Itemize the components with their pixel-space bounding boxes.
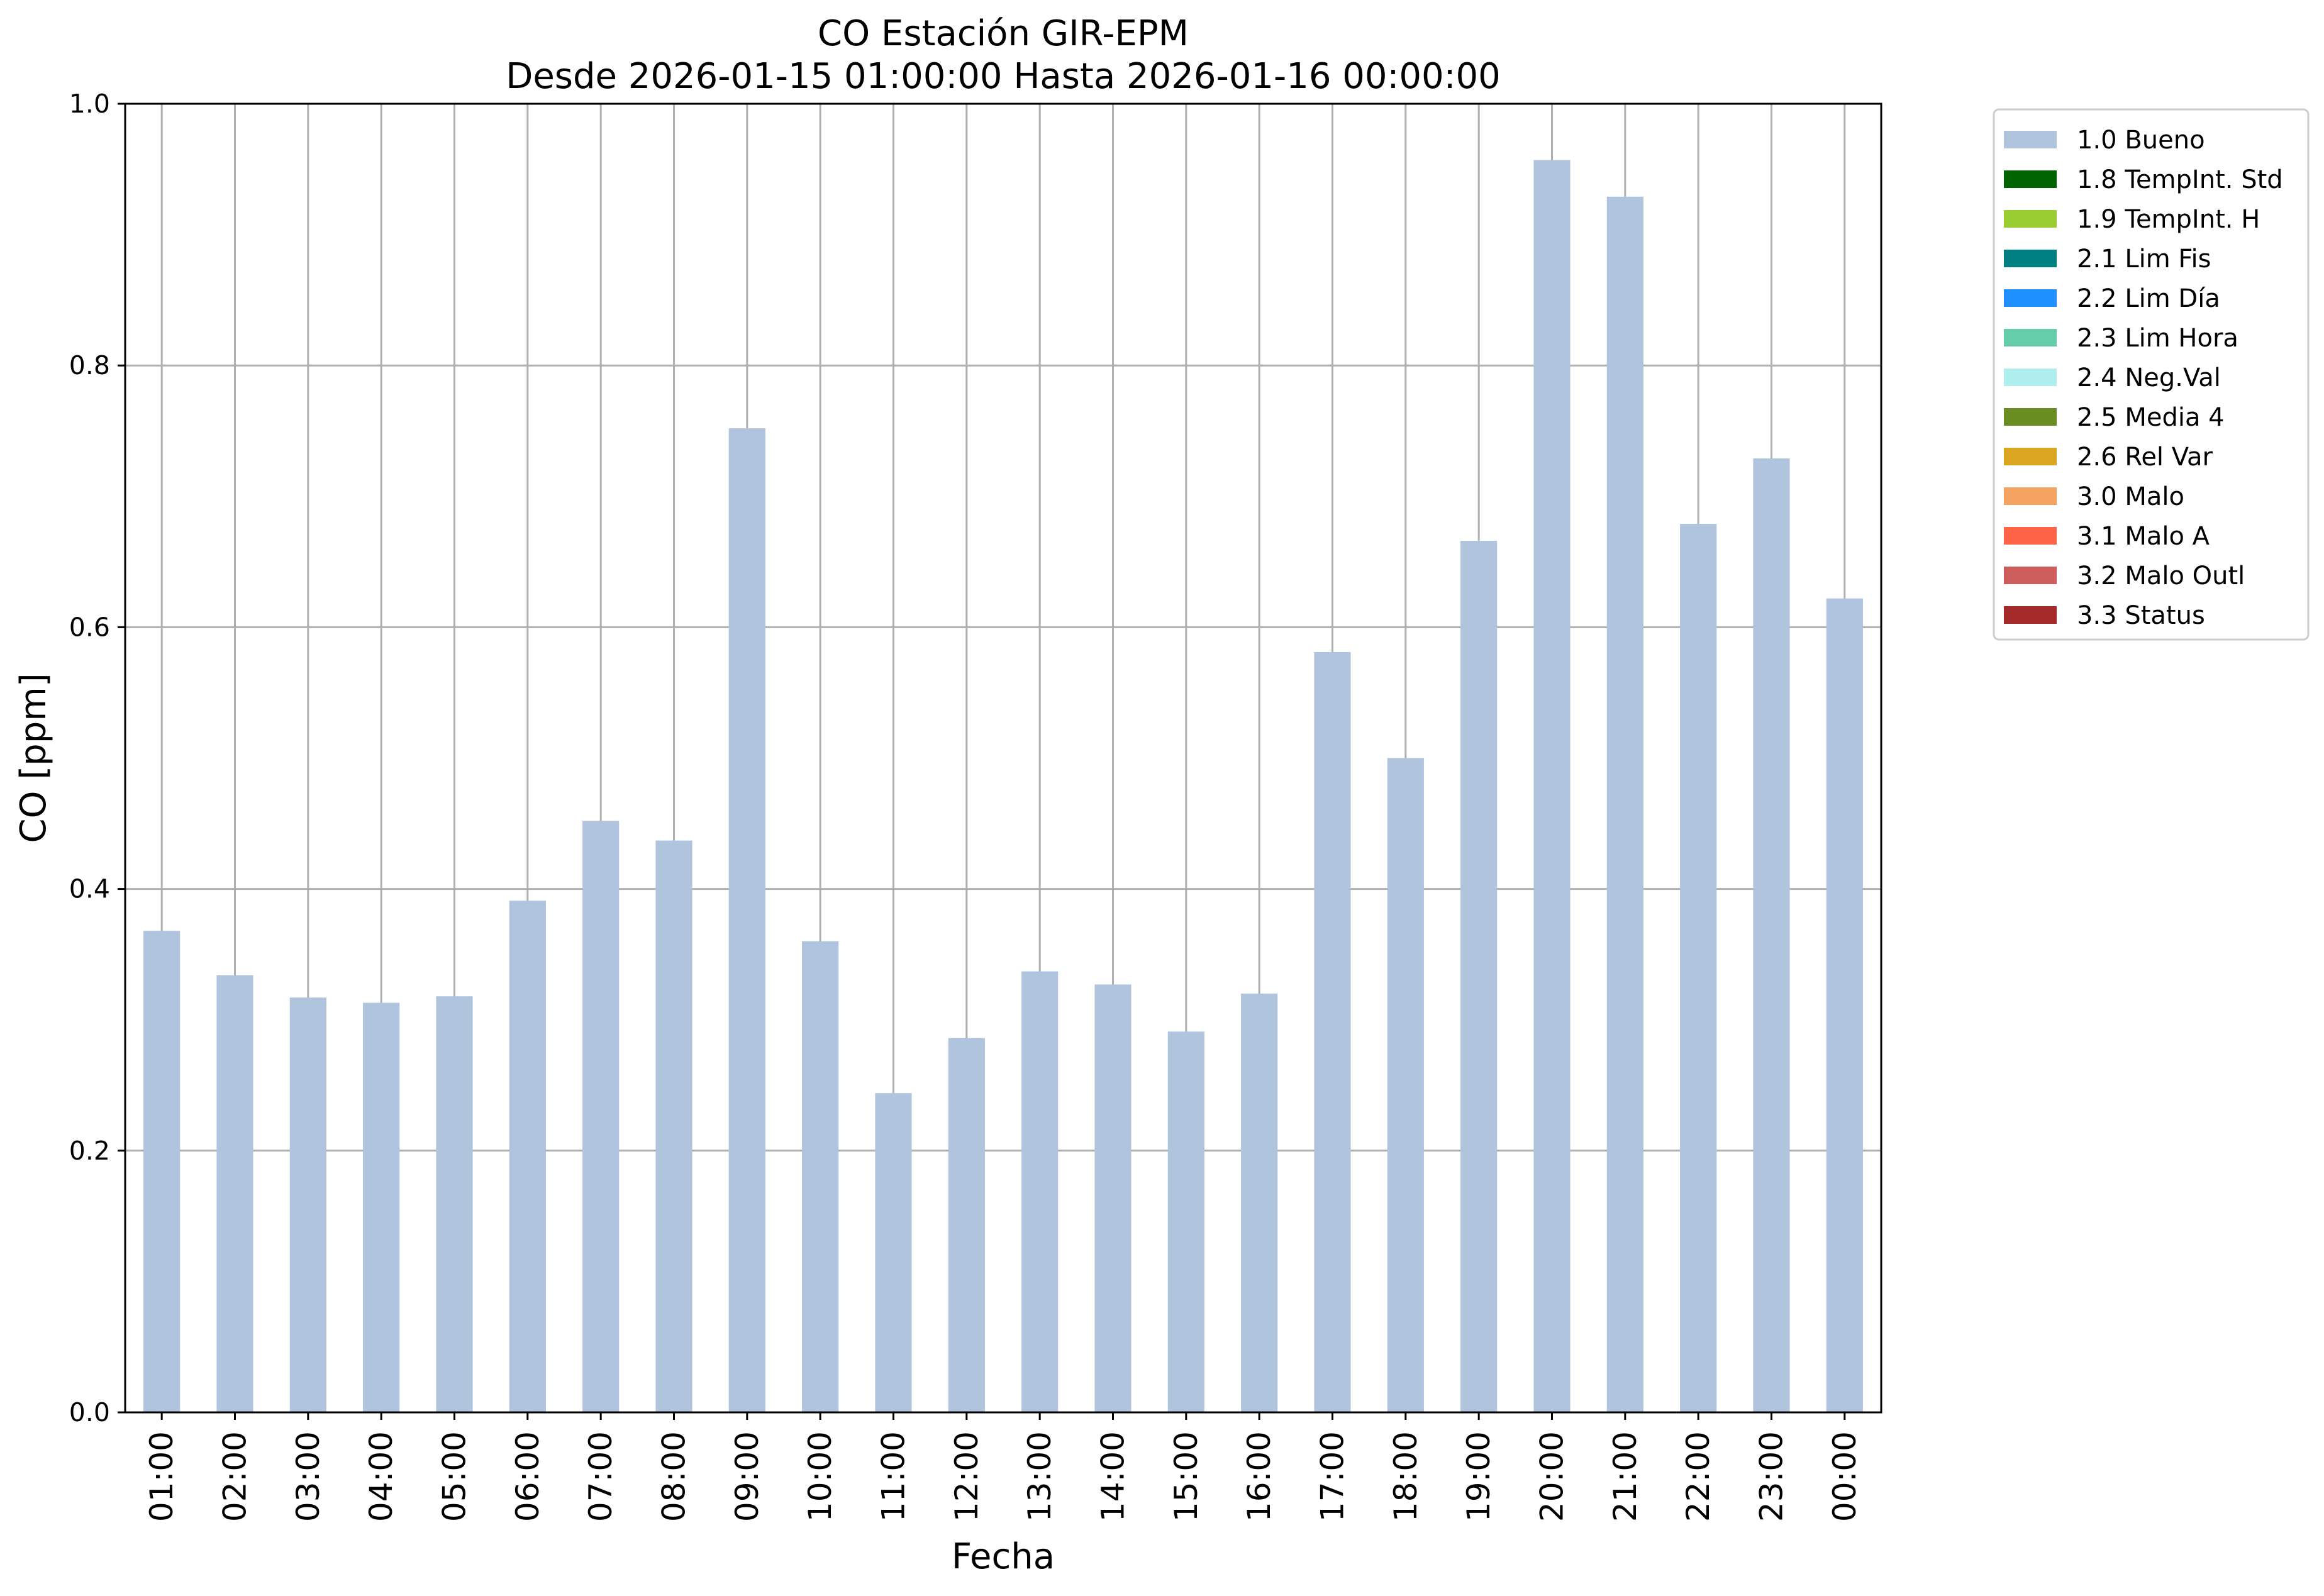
- legend-label: 2.4 Neg.Val: [2077, 363, 2221, 392]
- bar-05:00: [436, 996, 473, 1412]
- legend-swatch: [2004, 527, 2057, 545]
- legend-frame: [1993, 108, 2310, 641]
- legend-label: 3.0 Malo: [2077, 482, 2184, 511]
- legend-label: 1.8 TempInt. Std: [2077, 165, 2283, 194]
- x-tick-label: 04:00: [363, 1431, 399, 1522]
- legend-label: 2.5 Media 4: [2077, 403, 2225, 432]
- y-tick-label: 0.8: [69, 350, 110, 380]
- chart-subtitle: Desde 2026-01-15 01:00:00 Hasta 2026-01-…: [506, 56, 1501, 97]
- bar-16:00: [1241, 994, 1278, 1412]
- legend-swatch: [2004, 408, 2057, 426]
- x-tick-label: 05:00: [436, 1431, 473, 1522]
- x-tick-label: 13:00: [1021, 1431, 1058, 1522]
- x-tick-label: 19:00: [1460, 1431, 1497, 1522]
- bars: [143, 160, 1863, 1413]
- legend-swatch: [2004, 289, 2057, 307]
- x-tick-label: 22:00: [1680, 1431, 1716, 1522]
- legend-label: 1.9 TempInt. H: [2077, 205, 2260, 234]
- y-tick-label: 0.0: [69, 1397, 110, 1427]
- x-tick-label: 23:00: [1754, 1431, 1790, 1522]
- legend-swatch: [2004, 329, 2057, 346]
- bar-08:00: [655, 840, 692, 1412]
- bar-06:00: [509, 901, 546, 1412]
- legend-swatch: [2004, 448, 2057, 465]
- x-tick-label: 03:00: [290, 1431, 326, 1522]
- y-tick-label: 0.2: [69, 1136, 110, 1166]
- bar-19:00: [1460, 541, 1498, 1413]
- legend-label: 3.3 Status: [2077, 601, 2205, 630]
- x-tick-label: 16:00: [1241, 1431, 1277, 1522]
- y-axis-label: CO [ppm]: [13, 673, 54, 843]
- bar-13:00: [1021, 971, 1059, 1412]
- bar-20:00: [1533, 160, 1571, 1412]
- bar-10:00: [802, 941, 839, 1412]
- bar-01:00: [143, 931, 181, 1412]
- plot-frame: [124, 103, 1882, 1414]
- bar-15:00: [1167, 1031, 1204, 1412]
- bar-03:00: [289, 997, 326, 1412]
- legend: 1.0 Bueno 1.8 TempInt. Std 1.9 TempInt. H 2…: [1993, 108, 2310, 641]
- bar-07:00: [582, 821, 620, 1412]
- legend-swatch: [2004, 606, 2057, 624]
- legend-label: 2.2 Lim Día: [2077, 284, 2220, 313]
- x-tick-label: 09:00: [729, 1431, 765, 1522]
- legend-swatch: [2004, 250, 2057, 267]
- bar-17:00: [1314, 651, 1351, 1412]
- x-tick-label: 11:00: [876, 1431, 912, 1522]
- y-tick-label: 0.6: [69, 612, 110, 642]
- legend-swatch: [2004, 210, 2057, 228]
- x-tick-label: 20:00: [1534, 1431, 1571, 1522]
- legend-swatch: [2004, 567, 2057, 584]
- x-tick-label: 07:00: [582, 1431, 619, 1522]
- legend-label: 3.2 Malo Outl: [2077, 562, 2245, 590]
- x-axis-ticks: 01:00 02:00 03:00 04:00 05:00 06:00 07:00 08:00…: [143, 1412, 1863, 1522]
- x-tick-label: 08:00: [656, 1431, 692, 1522]
- y-tick-label: 1.0: [69, 89, 110, 119]
- x-axis-label: Fecha: [952, 1536, 1055, 1577]
- bar-00:00: [1826, 598, 1863, 1413]
- x-tick-label: 14:00: [1095, 1431, 1131, 1522]
- legend-label: 3.1 Malo A: [2077, 522, 2210, 551]
- bar-22:00: [1680, 524, 1717, 1412]
- legend-swatch: [2004, 170, 2057, 188]
- bar-18:00: [1387, 758, 1424, 1412]
- legend-label: 2.1 Lim Fis: [2077, 245, 2211, 274]
- x-tick-label: 01:00: [143, 1431, 180, 1522]
- legend-label: 2.3 Lim Hora: [2077, 324, 2238, 353]
- x-tick-label: 21:00: [1607, 1431, 1643, 1522]
- legend-label: 2.6 Rel Var: [2077, 443, 2213, 472]
- x-tick-label: 00:00: [1826, 1431, 1863, 1522]
- legend-swatch: [2004, 369, 2057, 386]
- x-tick-label: 15:00: [1168, 1431, 1204, 1522]
- bar-04:00: [363, 1002, 400, 1412]
- x-tick-label: 12:00: [948, 1431, 985, 1522]
- bar-02:00: [216, 975, 253, 1412]
- x-tick-label: 17:00: [1315, 1431, 1351, 1522]
- legend-swatch: [2004, 487, 2057, 505]
- bar-21:00: [1606, 196, 1643, 1413]
- x-tick-label: 18:00: [1387, 1431, 1424, 1522]
- legend-swatch: [2004, 131, 2057, 148]
- chart-title: CO Estación GIR-EPM: [818, 13, 1189, 54]
- y-axis-ticks: 0.0 0.2 0.4 0.6 0.8 1.0: [69, 89, 125, 1427]
- x-tick-label: 06:00: [509, 1431, 546, 1522]
- x-tick-label: 10:00: [802, 1431, 838, 1522]
- x-tick-label: 02:00: [217, 1431, 253, 1522]
- y-tick-label: 0.4: [69, 874, 110, 904]
- bar-09:00: [728, 428, 765, 1412]
- legend-label: 1.0 Bueno: [2077, 126, 2205, 155]
- bar-14:00: [1094, 984, 1131, 1412]
- bar-11:00: [875, 1093, 912, 1412]
- bar-12:00: [948, 1038, 985, 1412]
- bar-23:00: [1753, 458, 1790, 1413]
